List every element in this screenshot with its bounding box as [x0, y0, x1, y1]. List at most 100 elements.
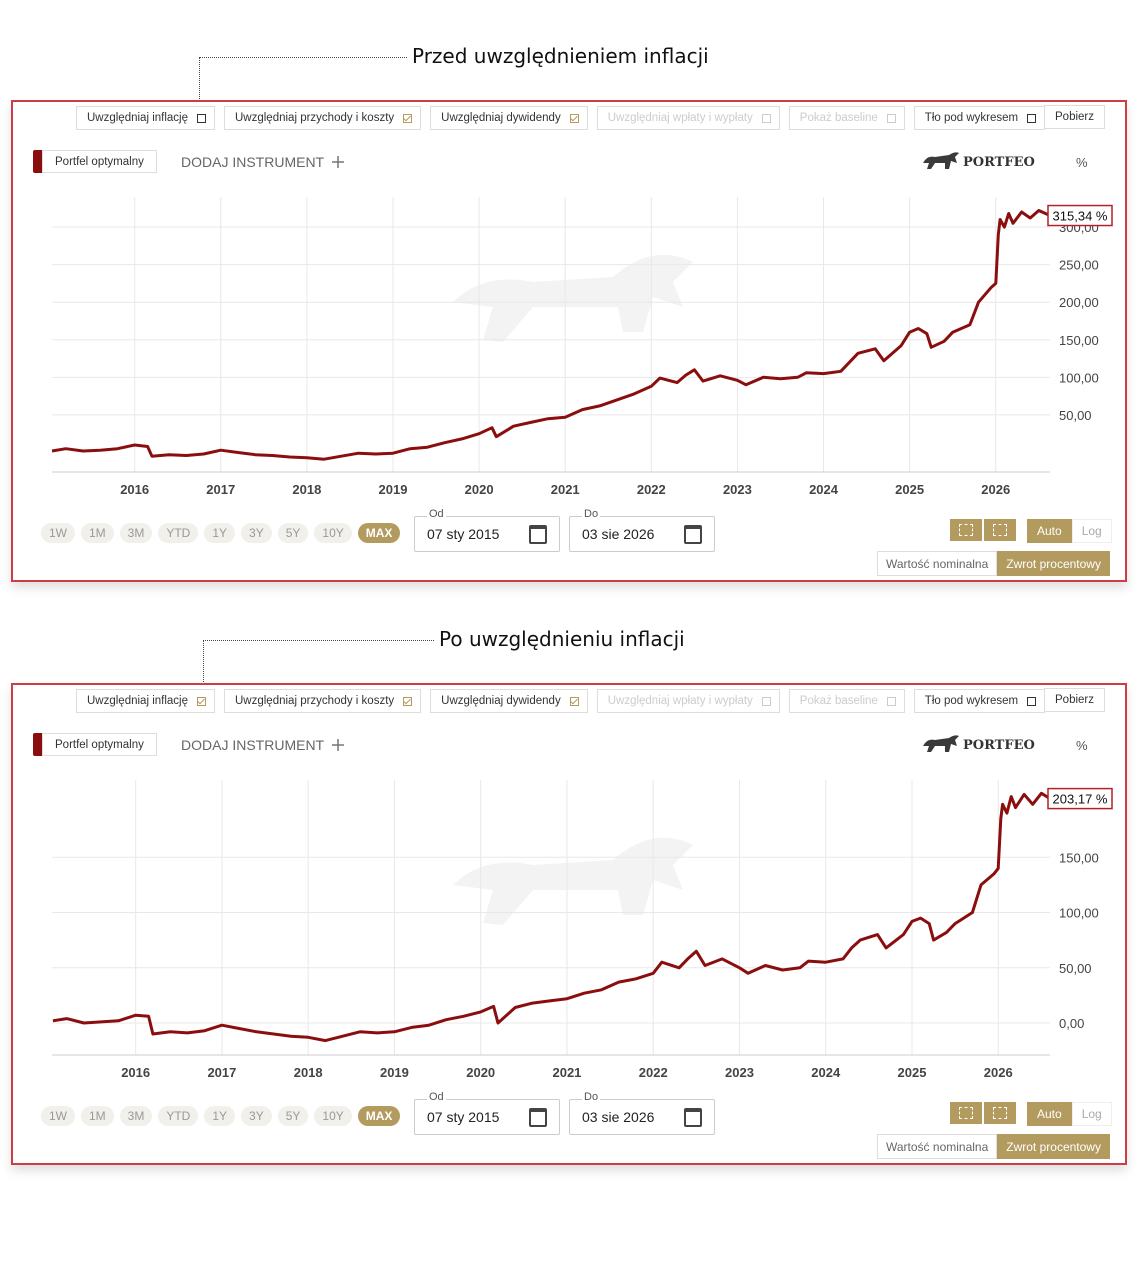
- option-toggle[interactable]: Tło pod wykresem: [913, 689, 1046, 713]
- checkbox: [886, 113, 896, 123]
- last-value-label: 203,17 %: [1053, 792, 1108, 807]
- legend-entry[interactable]: Portfel optymalny: [42, 150, 157, 173]
- range-button[interactable]: 3M: [119, 1106, 153, 1126]
- option-toggle[interactable]: Uwzględniaj inflację: [76, 689, 215, 713]
- x-tick-label: 2017: [207, 1065, 236, 1080]
- add-instrument[interactable]: DODAJ INSTRUMENT: [181, 154, 345, 170]
- range-button[interactable]: 3M: [119, 523, 153, 543]
- date-field[interactable]: Od 07 sty 2015: [414, 1091, 560, 1135]
- option-toggle[interactable]: Uwzględniaj inflację: [76, 106, 215, 130]
- connector: [203, 640, 434, 696]
- x-tick-label: 2018: [292, 482, 321, 497]
- option-toggle: Pokaż baseline: [788, 689, 905, 713]
- range-button[interactable]: 1W: [41, 1106, 75, 1126]
- view-icon[interactable]: [984, 519, 1016, 541]
- y-tick-label: 200,00: [1059, 295, 1099, 310]
- range-button[interactable]: 1Y: [204, 523, 236, 543]
- date-value: 03 sie 2026: [582, 1109, 655, 1125]
- caption: Przed uwzględnieniem inflacji: [412, 44, 709, 68]
- date-value: 07 sty 2015: [427, 526, 500, 542]
- date-field[interactable]: Od 07 sty 2015: [414, 508, 560, 552]
- option-label: Uwzględniaj inflację: [87, 695, 188, 707]
- range-button[interactable]: 1M: [81, 523, 114, 543]
- range-button[interactable]: 10Y: [314, 1106, 352, 1126]
- y-tick-label: 100,00: [1059, 906, 1099, 921]
- x-tick-label: 2016: [120, 482, 149, 497]
- icon-shape: [993, 524, 1007, 536]
- calendar-icon[interactable]: [684, 1108, 702, 1127]
- x-tick-label: 2018: [294, 1065, 323, 1080]
- checkbox[interactable]: [197, 696, 206, 706]
- legend: Portfel optymalny: [33, 733, 157, 756]
- calendar-icon[interactable]: [529, 525, 547, 544]
- option-label: Uwzględniaj inflację: [87, 112, 188, 124]
- calendar-icon[interactable]: [529, 1108, 547, 1127]
- range-button[interactable]: 3Y: [241, 523, 272, 543]
- mode-button[interactable]: Wartość nominalna: [877, 1134, 998, 1159]
- brand-logo: [923, 152, 959, 169]
- scale-button[interactable]: Auto: [1027, 519, 1072, 543]
- mode-button[interactable]: Zwrot procentowy: [997, 1134, 1110, 1159]
- date-field[interactable]: Do 03 sie 2026: [569, 508, 715, 552]
- x-tick-label: 2019: [379, 482, 408, 497]
- range-button[interactable]: 3Y: [241, 1106, 272, 1126]
- y-tick-label: 50,00: [1059, 408, 1092, 423]
- range-button[interactable]: 10Y: [314, 523, 352, 543]
- range-button[interactable]: YTD: [158, 1106, 199, 1126]
- option-label: Uwzględniaj przychody i koszty: [235, 112, 395, 124]
- download-button[interactable]: Pobierz: [1044, 105, 1105, 129]
- checkbox[interactable]: [569, 113, 579, 123]
- checkbox[interactable]: [569, 696, 579, 706]
- scale-button[interactable]: Log: [1071, 519, 1112, 543]
- download-button[interactable]: Pobierz: [1044, 688, 1105, 712]
- view-icon[interactable]: [950, 519, 982, 541]
- checkbox[interactable]: [197, 113, 206, 123]
- scale-button[interactable]: Log: [1071, 1102, 1112, 1126]
- bull-shape: [923, 152, 959, 169]
- range-button[interactable]: 5Y: [277, 1106, 309, 1126]
- toolbar: Uwzględniaj inflację Uwzględniaj przychod…: [76, 689, 1046, 713]
- scale-toggle: Auto Log: [1027, 519, 1112, 543]
- range-button[interactable]: 1Y: [204, 1106, 236, 1126]
- x-tick-label: 2025: [895, 482, 924, 497]
- range-button[interactable]: MAX: [357, 523, 401, 543]
- brand: PORTFEO: [963, 738, 1035, 753]
- mode-button[interactable]: Wartość nominalna: [877, 551, 998, 576]
- plus-shape: [332, 739, 345, 751]
- watermark: [453, 254, 693, 342]
- option-toggle[interactable]: Uwzględniaj przychody i koszty: [224, 689, 422, 713]
- checkbox[interactable]: [1027, 696, 1037, 706]
- option-toggle[interactable]: Uwzględniaj dywidendy: [430, 689, 588, 713]
- view-icon[interactable]: [950, 1102, 982, 1124]
- add-instrument[interactable]: DODAJ INSTRUMENT: [181, 737, 345, 753]
- x-tick-label: 2017: [206, 482, 235, 497]
- range-button[interactable]: 1W: [41, 523, 75, 543]
- range-button[interactable]: YTD: [158, 523, 199, 543]
- checkbox[interactable]: [403, 696, 413, 706]
- x-tick-label: 2023: [723, 482, 752, 497]
- option-toggle[interactable]: Tło pod wykresem: [913, 106, 1046, 130]
- mode-button[interactable]: Zwrot procentowy: [997, 551, 1110, 576]
- checkbox[interactable]: [403, 113, 413, 123]
- view-icon[interactable]: [984, 1102, 1016, 1124]
- scale-button[interactable]: Auto: [1027, 1102, 1072, 1126]
- series-line: [52, 791, 1051, 1043]
- option-toggle[interactable]: Uwzględniaj przychody i koszty: [224, 106, 422, 130]
- plus-icon: [332, 739, 345, 751]
- range-button[interactable]: MAX: [357, 1106, 401, 1126]
- checkbox: [761, 696, 771, 706]
- x-tick-label: 2022: [639, 1065, 668, 1080]
- date-field[interactable]: Do 03 sie 2026: [569, 1091, 715, 1135]
- x-tick-label: 2019: [380, 1065, 409, 1080]
- calendar-icon[interactable]: [684, 525, 702, 544]
- checkbox: [886, 696, 896, 706]
- x-tick-label: 2021: [551, 482, 580, 497]
- date-label: Od: [427, 1091, 446, 1103]
- range-button[interactable]: 5Y: [277, 523, 309, 543]
- range-button[interactable]: 1M: [81, 1106, 114, 1126]
- legend-entry[interactable]: Portfel optymalny: [42, 733, 157, 756]
- option-toggle[interactable]: Uwzględniaj dywidendy: [430, 106, 588, 130]
- checkbox[interactable]: [1027, 113, 1037, 123]
- plus-icon: [332, 156, 345, 168]
